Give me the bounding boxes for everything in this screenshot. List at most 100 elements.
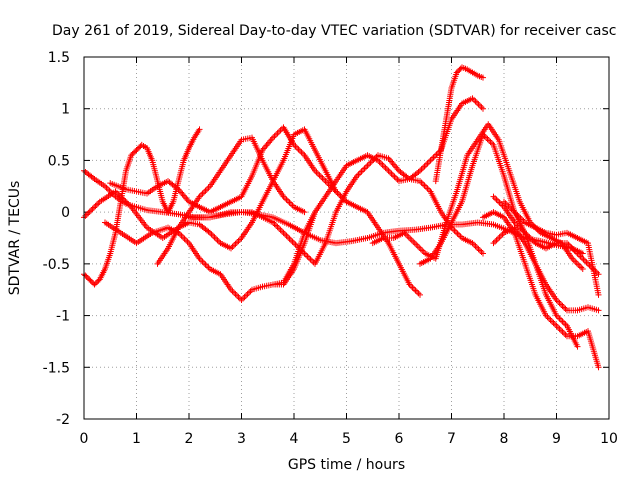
data-point (165, 178, 171, 185)
data-point (490, 221, 497, 228)
data-point (364, 235, 371, 241)
data-point (102, 183, 108, 190)
y-tick-label: 0.5 (48, 153, 70, 169)
y-tick-label: 1.5 (48, 50, 70, 66)
data-point (117, 198, 124, 205)
data-point (254, 211, 261, 218)
data-point (91, 281, 98, 288)
data-point (154, 178, 161, 185)
data-point (112, 193, 119, 200)
data-point (522, 240, 528, 247)
data-point (564, 229, 570, 236)
data-point (459, 198, 465, 205)
data-point (191, 214, 198, 221)
x-tick-label: 10 (600, 431, 618, 447)
data-point (186, 219, 192, 226)
data-point (96, 198, 103, 205)
data-point (595, 307, 602, 314)
data-point (422, 250, 429, 257)
data-point (375, 152, 381, 159)
data-point (159, 198, 166, 205)
data-point (217, 167, 224, 174)
data-point (595, 364, 602, 371)
data-point (196, 203, 203, 210)
data-point (522, 235, 528, 241)
data-point (259, 283, 266, 290)
data-point (380, 235, 387, 241)
data-point (165, 245, 171, 252)
tick-layer: 0 1 2 3 4 5 6 7 8 9 10 -2 -1.5 -1 -0.5 0 0.5 1 1.5 (43, 50, 618, 447)
data-point (553, 297, 560, 304)
data-point (532, 224, 539, 231)
data-point (270, 281, 276, 288)
data-point (128, 152, 135, 159)
data-point (196, 221, 203, 228)
data-point (259, 147, 266, 154)
data-point (543, 281, 549, 288)
data-point (490, 240, 497, 247)
data-point (117, 229, 124, 236)
chart-title: Day 261 of 2019, Sidereal Day-to-day VTE… (52, 23, 616, 39)
data-point (453, 69, 460, 76)
data-point (280, 229, 287, 236)
data-point (186, 214, 192, 221)
data-point (238, 209, 245, 216)
series-track-11-markers (418, 133, 580, 348)
data-point (438, 240, 444, 247)
data-point (448, 219, 455, 226)
data-point (448, 85, 455, 92)
data-point (228, 198, 234, 205)
data-point (238, 235, 245, 241)
data-point (175, 224, 182, 231)
data-point (291, 266, 297, 273)
data-point (543, 245, 549, 252)
data-point (537, 229, 544, 236)
data-point (144, 145, 150, 152)
y-tick-label: 1 (61, 102, 70, 118)
data-point (401, 229, 408, 236)
data-point (380, 229, 387, 236)
data-point (501, 172, 507, 179)
x-tick-label: 2 (185, 431, 194, 447)
data-point (558, 240, 565, 247)
data-point (333, 188, 339, 195)
data-point (343, 198, 350, 205)
data-point (165, 224, 171, 231)
data-point (585, 240, 591, 247)
data-point (301, 209, 308, 216)
data-point (543, 229, 549, 236)
series-track-6-markers (155, 127, 422, 297)
data-point (464, 66, 471, 73)
data-point (443, 116, 450, 123)
data-point (133, 188, 140, 195)
data-point (259, 198, 266, 205)
data-point (149, 157, 156, 164)
data-point (364, 162, 371, 169)
data-point (595, 271, 602, 278)
data-point (280, 157, 287, 164)
data-point (364, 152, 371, 159)
data-point (175, 211, 182, 218)
x-tick-label: 0 (80, 431, 89, 447)
data-point (385, 240, 392, 247)
data-point (133, 203, 140, 210)
data-point (480, 74, 486, 81)
data-point (333, 209, 339, 216)
data-point (390, 235, 397, 241)
data-point (175, 229, 182, 236)
y-tick-label: -2 (56, 412, 70, 428)
data-point (411, 226, 418, 233)
data-point (170, 198, 177, 205)
data-point (301, 152, 308, 159)
data-point (322, 240, 329, 247)
data-point (548, 235, 555, 241)
data-point (417, 178, 423, 185)
data-point (501, 214, 507, 221)
data-point (249, 219, 255, 226)
data-point (112, 188, 119, 195)
data-point (144, 190, 150, 197)
data-point (396, 167, 402, 174)
data-point (91, 176, 98, 183)
data-point (574, 235, 581, 241)
